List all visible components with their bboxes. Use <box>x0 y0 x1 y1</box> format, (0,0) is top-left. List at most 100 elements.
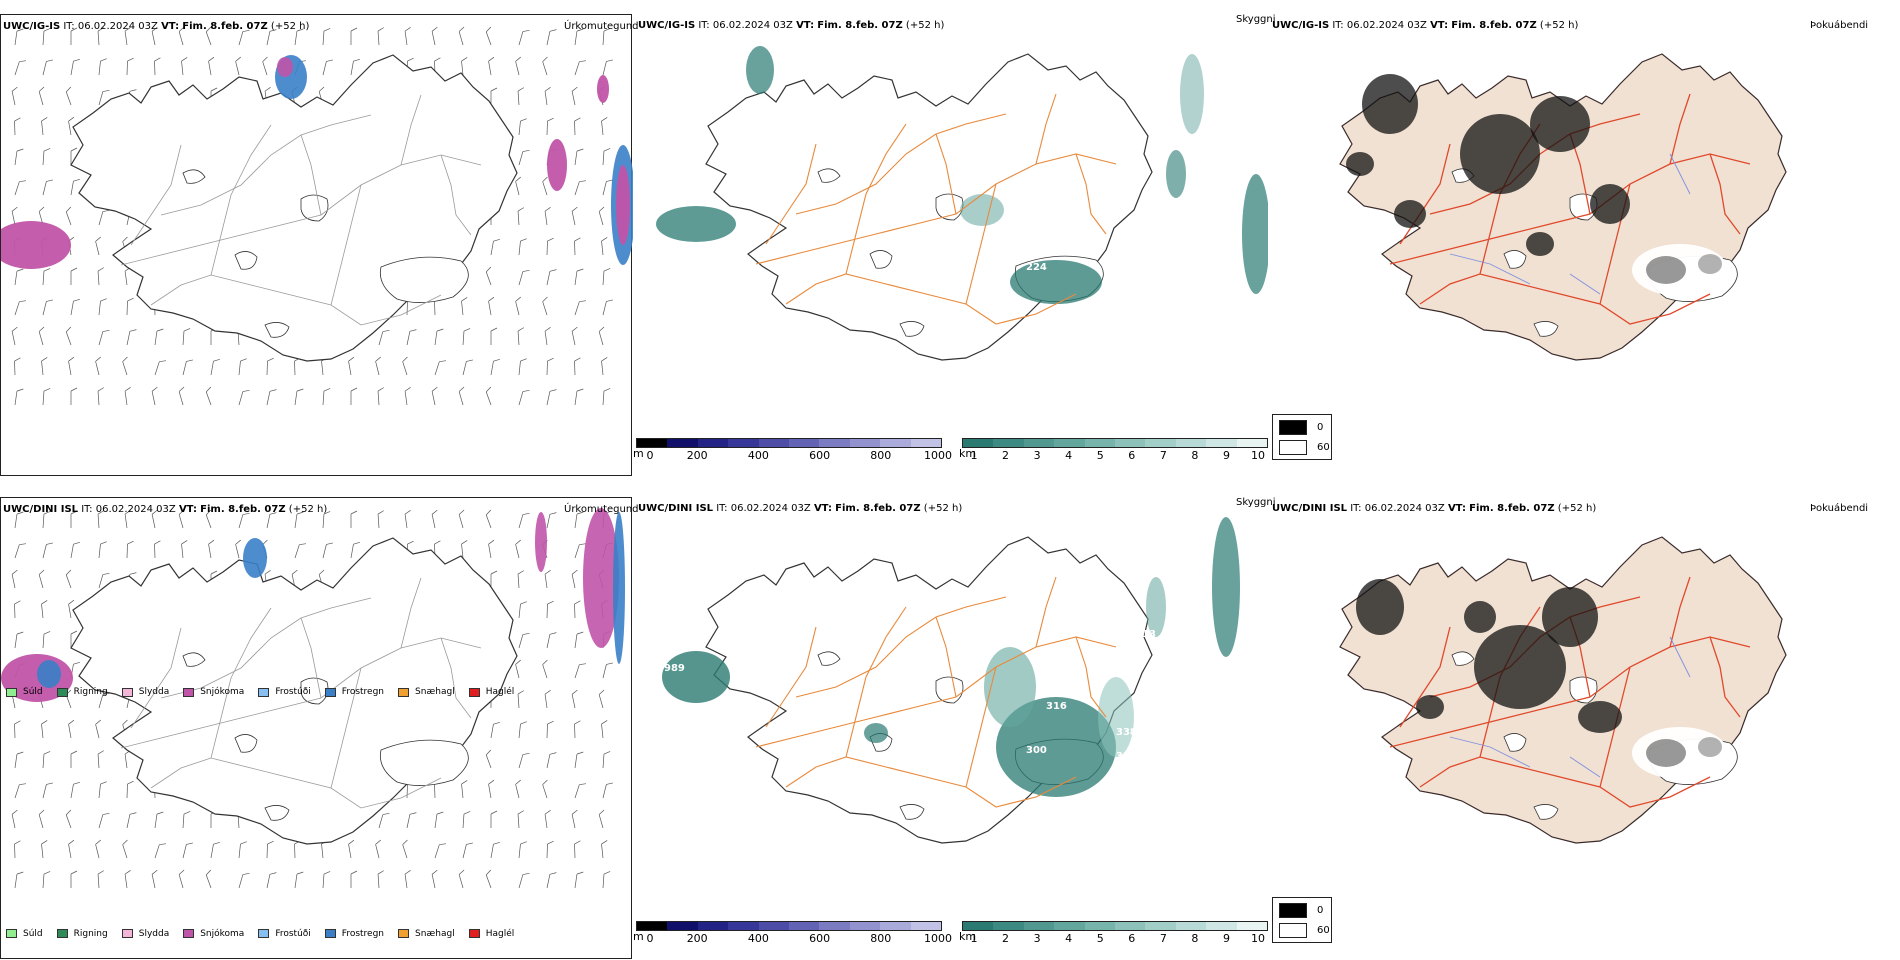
legend-label: Slydda <box>139 687 169 697</box>
wind-barb <box>518 571 525 588</box>
fog-legend-label: 0 <box>1317 422 1323 433</box>
valid-label: VT: <box>161 21 179 32</box>
coastline <box>706 537 1152 843</box>
field-shading <box>1166 150 1186 198</box>
wind-barb <box>603 662 613 680</box>
wind-barb <box>378 28 385 45</box>
wind-barb <box>518 811 525 828</box>
valid-label: VT: <box>814 503 832 514</box>
legend-item: Frostregn <box>325 687 384 697</box>
wind-barb <box>547 601 554 618</box>
wind-barb <box>323 28 330 45</box>
colorbar-tick: 600 <box>809 932 830 945</box>
field-shading <box>1346 152 1374 176</box>
wind-barb <box>122 357 133 375</box>
wind-barb <box>542 660 553 678</box>
legend-swatch <box>398 929 409 938</box>
wind-barb <box>518 691 525 708</box>
colorbar-tick: 6 <box>1128 449 1135 462</box>
field-shading <box>1526 232 1554 256</box>
colorbar-tick: 400 <box>748 932 769 945</box>
wind-barb <box>542 297 553 315</box>
field-shading <box>1098 677 1134 757</box>
parameter-title: Þokuábendi <box>1810 503 1868 514</box>
legend-label: Súld <box>23 687 43 697</box>
legend-swatch <box>183 688 194 697</box>
wind-barb <box>95 237 105 255</box>
field-shading <box>1180 54 1204 134</box>
colorbar-tick: 600 <box>809 449 830 462</box>
wind-barb <box>68 357 77 375</box>
wind-barb <box>205 387 216 405</box>
visibility-value-label: 989 <box>664 663 685 674</box>
wind-barb <box>575 59 586 77</box>
legend-item: Rigning <box>57 929 108 939</box>
colorbar-tick: 0 <box>647 932 654 945</box>
init-label: IT: <box>1350 503 1361 514</box>
colorbar-tick: 200 <box>687 932 708 945</box>
legend-swatch <box>57 929 68 938</box>
legend-swatch <box>183 929 194 938</box>
wind-barb <box>574 238 581 255</box>
wind-barb <box>405 387 413 405</box>
field-shading <box>1698 737 1722 757</box>
wind-barb <box>43 148 50 165</box>
wind-barb <box>575 782 586 800</box>
wind-barb <box>351 58 360 76</box>
model-name: UWC/IG-IS <box>638 20 695 31</box>
colorbar-unit: m <box>633 447 644 460</box>
wind-barb <box>154 58 161 75</box>
wind-barb <box>15 299 26 317</box>
wind-barb <box>519 601 527 619</box>
field-shading <box>960 194 1004 226</box>
wind-barb <box>515 57 525 75</box>
fog-legend-item: 60 <box>1279 440 1330 455</box>
wind-barb <box>545 207 553 225</box>
wind-barb <box>211 358 220 376</box>
init-label: IT: <box>1332 20 1343 31</box>
field-shading <box>1698 254 1722 274</box>
colorbar-tick: 800 <box>870 449 891 462</box>
wind-barb <box>515 297 525 315</box>
field-shading <box>1460 114 1540 194</box>
wind-barb <box>601 117 609 135</box>
lead-time: (+52 h) <box>1558 503 1596 514</box>
wind-barb <box>571 810 580 828</box>
fog-legend-label: 0 <box>1317 905 1323 916</box>
legend-label: Rigning <box>74 687 108 697</box>
field-shading <box>1212 517 1240 657</box>
wind-barb <box>15 179 26 197</box>
wind-barb <box>575 388 583 406</box>
field-shading <box>1394 200 1426 228</box>
legend-label: Snjókoma <box>200 687 244 697</box>
visibility-value-label: 224 <box>1026 262 1047 273</box>
colorbar-swatches <box>636 438 942 448</box>
valid-label: VT: <box>1448 503 1466 514</box>
colorbar-unit: m <box>633 930 644 943</box>
wind-barb <box>603 59 613 77</box>
lead-time: (+52 h) <box>924 503 962 514</box>
fog-legend-item: 60 <box>1279 923 1330 938</box>
colorbar-tick: 9 <box>1223 932 1230 945</box>
map-panel-fog: UWC/IG-IS IT: 06.02.2024 03Z VT: Fim. 8.… <box>1270 14 1900 476</box>
field-shading <box>1242 174 1268 294</box>
wind-barb <box>603 388 610 405</box>
field-shading <box>662 651 730 703</box>
fog-legend-item: 0 <box>1279 420 1323 435</box>
colorbar-tick: 4 <box>1065 932 1072 945</box>
wind-barb <box>519 29 529 47</box>
wind-barb <box>545 810 553 828</box>
wind-barb <box>463 328 470 345</box>
wind-barb <box>127 298 134 315</box>
wind-barb <box>71 268 77 285</box>
fog-index-legend: 0 60 <box>1272 414 1332 460</box>
wind-barb <box>379 329 389 347</box>
visibility-value-label: 246 <box>896 725 917 736</box>
colorbar-tick: 3 <box>1034 449 1041 462</box>
wind-barb <box>485 387 496 405</box>
legend-swatch <box>469 929 480 938</box>
wind-barb <box>575 662 586 680</box>
wind-barb <box>603 751 610 768</box>
